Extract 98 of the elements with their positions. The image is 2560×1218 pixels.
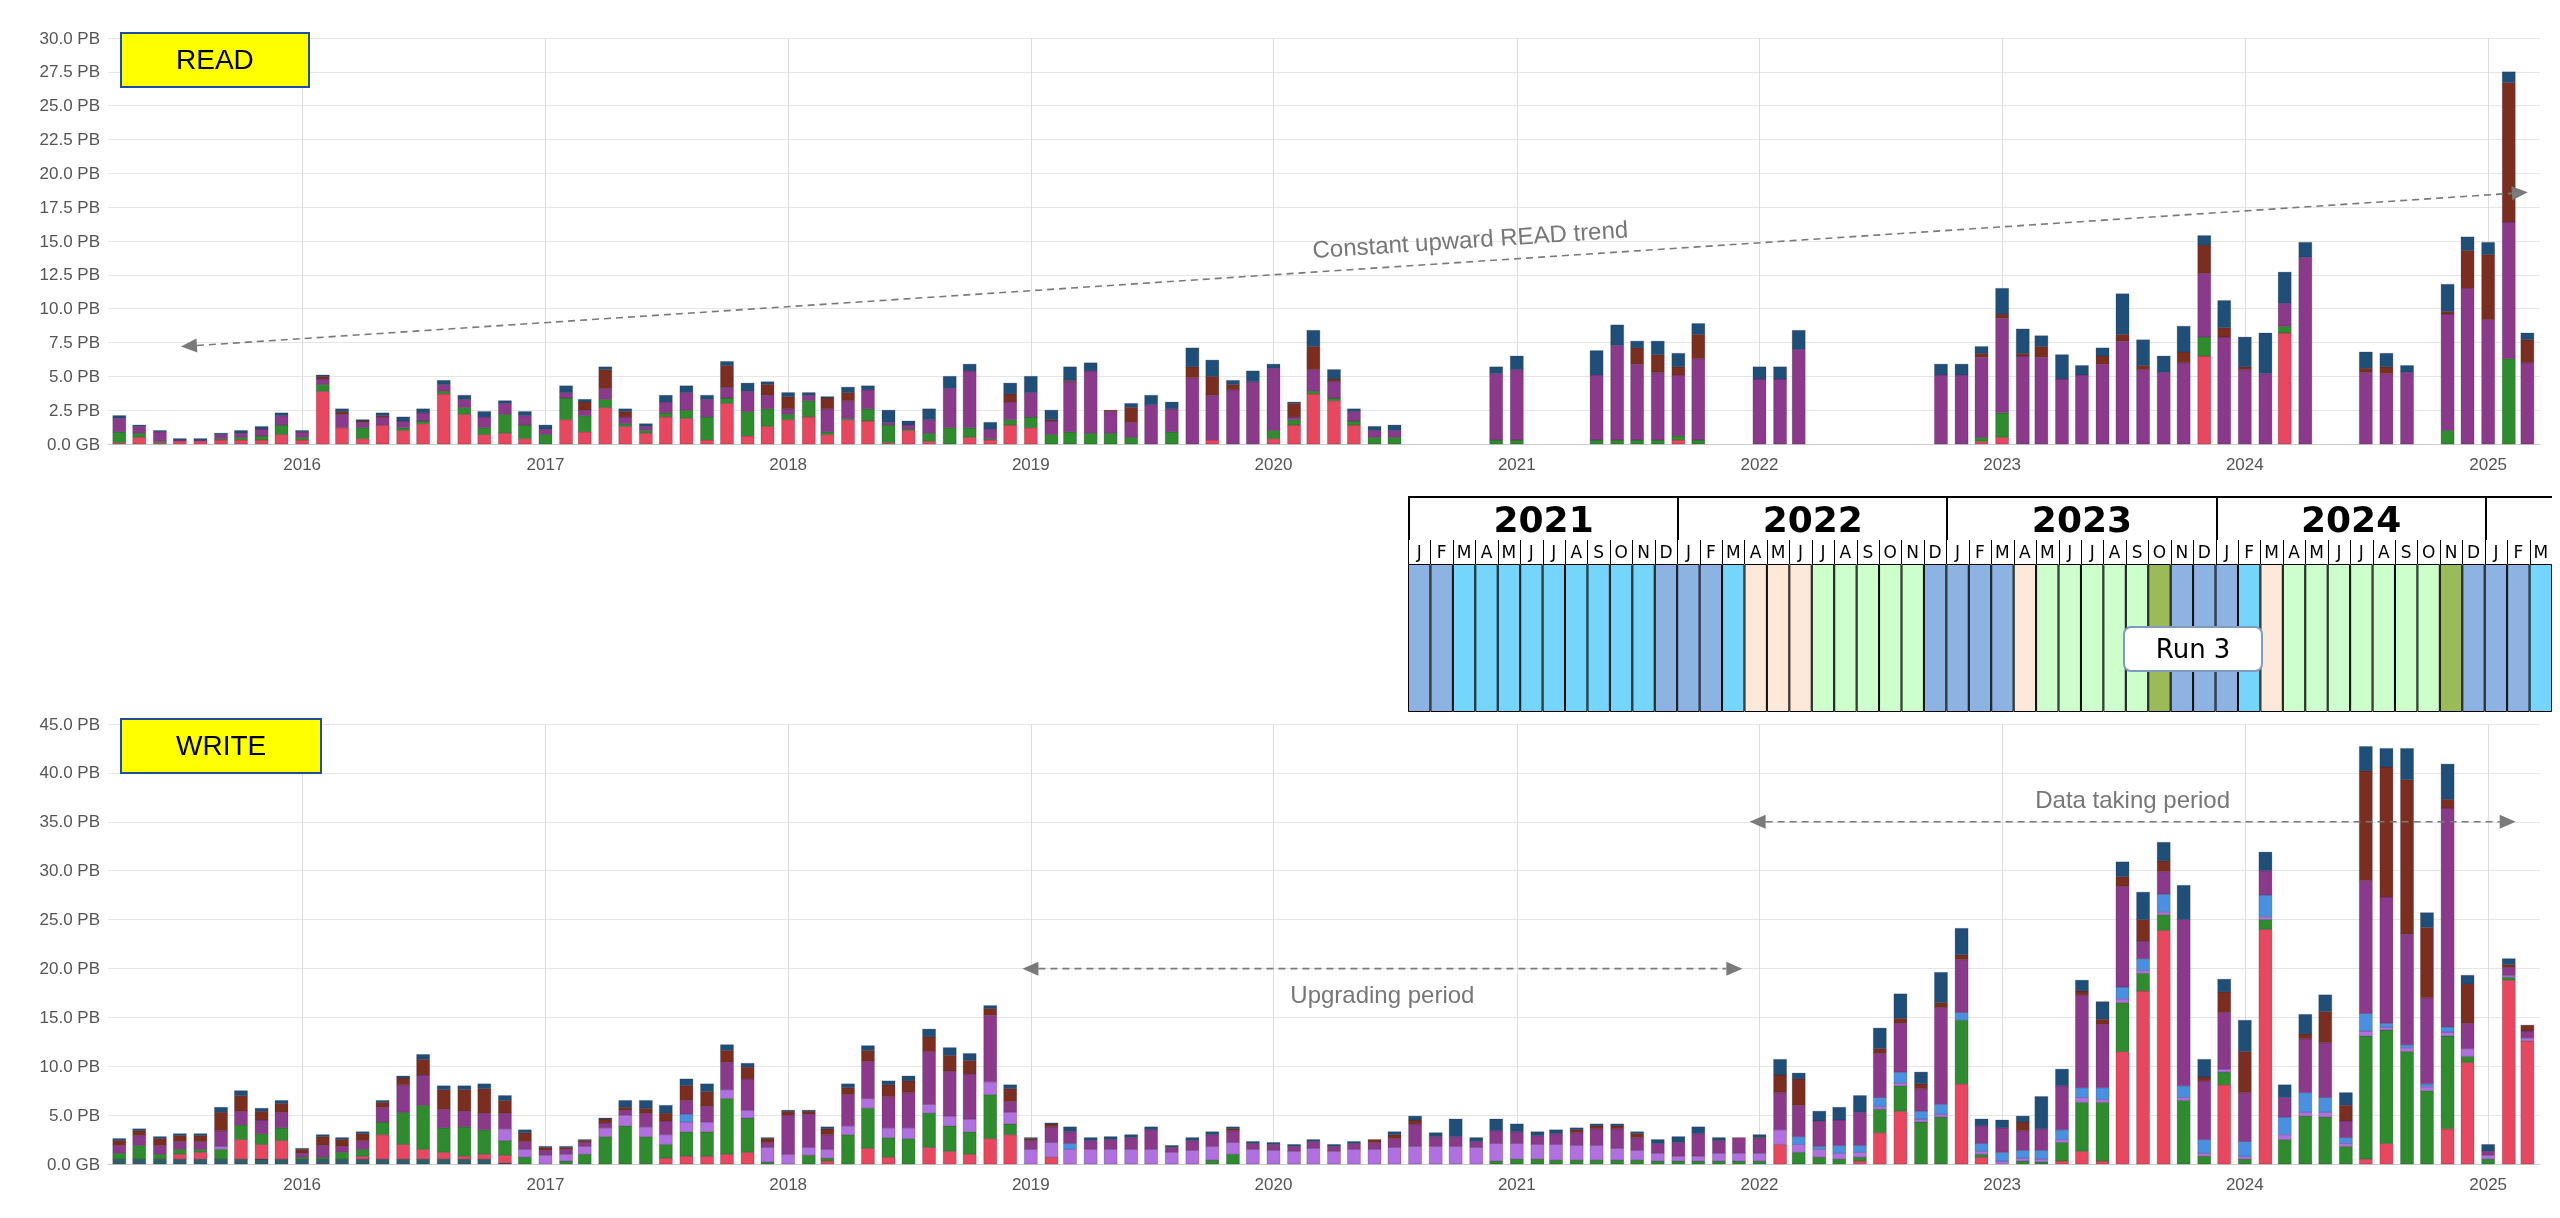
x-tick-label: O <box>1614 541 1628 562</box>
x-tick-label: 2018 <box>769 1175 808 1194</box>
x-tick-label: N <box>2175 541 2189 562</box>
x-tick-label: A <box>2377 541 2390 562</box>
y-tick-label: 5.0 PB <box>48 1105 100 1125</box>
x-tick-label: F <box>1436 541 1447 562</box>
x-tick-label: 2018 <box>769 455 808 474</box>
x-tick-label: 2016 <box>283 455 322 474</box>
x-tick-label: F <box>1705 541 1716 562</box>
y-tick-label: 2.5 PB <box>48 400 100 420</box>
y-tick-label: 7.5 PB <box>48 333 100 352</box>
x-tick-label: M <box>2309 541 2324 562</box>
x-tick-label: J <box>2335 541 2342 562</box>
y-tick-label: 20.0 PB <box>39 163 100 183</box>
x-tick-label: 2023 <box>1983 1175 2022 1194</box>
x-tick-label: 2024 <box>2225 455 2264 474</box>
x-tick-label: F <box>2244 541 2255 562</box>
x-tick-label: S <box>1862 541 1874 562</box>
x-tick-label: J <box>1527 541 1534 562</box>
x-tick-label: A <box>1480 541 1493 562</box>
x-tick-label: A <box>2288 541 2301 562</box>
x-tick-label: F <box>1975 541 1985 562</box>
x-tick-label: 2017 <box>526 455 565 474</box>
x-tick-label: J <box>2223 541 2230 562</box>
x-tick-label: 2021 <box>1497 455 1536 474</box>
x-tick-label: S <box>2131 541 2143 562</box>
x-tick-label: A <box>1570 541 1583 562</box>
x-tick-label: A <box>2108 541 2121 562</box>
y-tick-label: 0.0 GB <box>47 1154 100 1174</box>
y-tick-label: 15.0 PB <box>39 1007 100 1027</box>
x-tick-label: D <box>2466 541 2481 562</box>
x-tick-label: J <box>1415 541 1422 562</box>
x-tick-label: N <box>1637 541 1650 562</box>
y-tick-label: 17.5 PB <box>39 197 100 217</box>
x-tick-label: M <box>1995 541 2010 562</box>
x-tick-label: O <box>2421 541 2436 562</box>
x-tick-label: 2017 <box>526 1175 565 1194</box>
x-tick-label: M <box>1501 541 1517 562</box>
x-tick-label: F <box>2513 541 2524 562</box>
x-tick-label: 2024 <box>2225 1175 2264 1194</box>
x-tick-label: D <box>1659 541 1673 562</box>
y-tick-label: 35.0 PB <box>39 812 100 832</box>
y-tick-label: 30.0 PB <box>39 861 100 881</box>
x-tick-label: O <box>1883 541 1897 562</box>
x-tick-label: J <box>2066 541 2073 562</box>
x-tick-label: 2019 <box>1011 1175 1050 1194</box>
y-tick-label: 25.0 PB <box>39 96 100 116</box>
x-tick-label: M <box>2533 541 2549 562</box>
y-tick-label: 20.0 PB <box>39 958 100 978</box>
y-tick-label: 10.0 PB <box>39 299 100 319</box>
y-tick-label: 22.5 PB <box>39 130 100 149</box>
x-tick-label: M <box>1770 541 1786 562</box>
x-tick-label: O <box>2152 541 2167 562</box>
x-tick-label: M <box>1456 541 1472 562</box>
y-tick-label: 5.0 PB <box>48 366 100 386</box>
x-tick-label: S <box>2400 541 2412 562</box>
y-tick-label: 0.0 GB <box>47 434 100 454</box>
y-tick-label: 27.5 PB <box>39 62 100 82</box>
x-tick-label: S <box>1593 541 1605 562</box>
x-tick-label: J <box>2357 541 2364 562</box>
x-tick-label: 2025 <box>2469 455 2508 474</box>
y-tick-label: 40.0 PB <box>39 763 100 783</box>
y-tick-label: 15.0 PB <box>39 231 100 251</box>
x-tick-label: A <box>2019 541 2032 562</box>
x-tick-label: J <box>1550 541 1557 562</box>
x-tick-label: A <box>1839 541 1852 562</box>
x-tick-label: M <box>2039 541 2055 562</box>
y-tick-label: 45.0 PB <box>39 714 100 734</box>
x-tick-label: 2020 <box>1254 455 1293 474</box>
x-tick-label: D <box>1928 541 1942 562</box>
x-tick-label: J <box>2088 541 2095 562</box>
x-tick-label: 2019 <box>1011 455 1050 474</box>
x-tick-label: A <box>1749 541 1762 562</box>
x-tick-label: J <box>1954 541 1961 562</box>
annotation: Data taking period <box>2035 785 2231 813</box>
y-tick-label: 30.0 PB <box>39 28 100 48</box>
x-tick-label: M <box>2264 541 2279 562</box>
x-tick-label: N <box>1906 541 1920 562</box>
x-tick-label: 2021 <box>1497 1175 1536 1194</box>
x-tick-label: M <box>1725 541 1741 562</box>
x-tick-label: 2022 <box>1740 455 1779 474</box>
x-tick-label: D <box>2197 541 2211 562</box>
x-tick-label: N <box>2444 541 2458 562</box>
x-tick-label: 2016 <box>283 1175 322 1194</box>
annotation: Upgrading period <box>1290 980 1475 1008</box>
y-tick-label: 25.0 PB <box>39 910 100 930</box>
x-tick-label: 2025 <box>2469 1175 2508 1194</box>
y-tick-label: 12.5 PB <box>39 265 100 285</box>
x-tick-label: J <box>1684 541 1691 562</box>
x-tick-label: 2020 <box>1254 1175 1293 1194</box>
annotation: Constant upward READ trend <box>1311 215 1629 264</box>
x-tick-label: J <box>2492 541 2499 562</box>
x-tick-label: 2022 <box>1740 1175 1779 1194</box>
x-tick-label: J <box>1797 541 1804 562</box>
x-tick-label: 2023 <box>1983 455 2022 474</box>
annotation: Run 3 <box>2123 626 2264 672</box>
y-tick-label: 10.0 PB <box>39 1056 100 1076</box>
x-tick-label: J <box>1819 541 1826 562</box>
